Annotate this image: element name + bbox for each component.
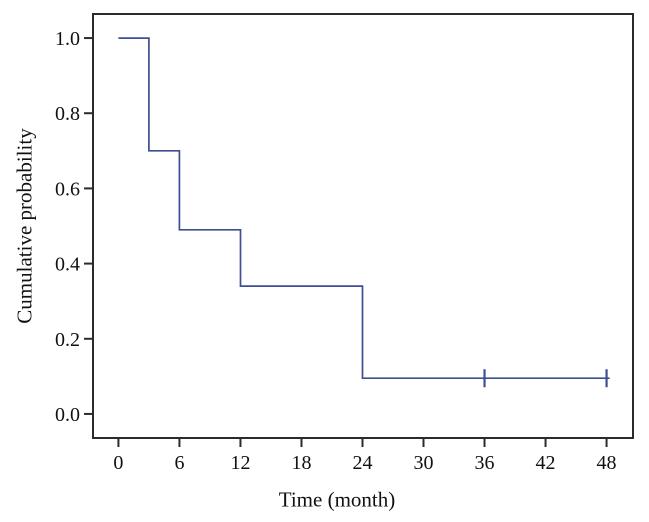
y-tick-label: 0.4 (55, 254, 80, 276)
x-tick-label: 30 (414, 452, 434, 474)
survival-step-curve (118, 37, 610, 380)
x-tick-label: 42 (536, 452, 556, 474)
x-tick-label: 0 (113, 452, 123, 474)
x-tick-label: 18 (291, 452, 311, 474)
x-tick-label: 24 (352, 452, 372, 474)
x-axis-title: Time (month) (278, 487, 396, 512)
y-axis-title: Cumulative probability (12, 128, 37, 324)
y-tick-label: 0.2 (55, 329, 80, 351)
x-tick-label: 48 (597, 452, 617, 474)
x-tick-label: 6 (174, 452, 184, 474)
y-tick-label: 0.6 (55, 178, 80, 200)
y-tick-label: 0.0 (55, 404, 80, 426)
plot-frame (92, 13, 634, 439)
x-tick-label: 36 (475, 452, 495, 474)
y-tick-label: 0.8 (55, 103, 80, 125)
x-tick-label: 12 (230, 452, 250, 474)
y-tick-label: 1.0 (55, 28, 80, 50)
